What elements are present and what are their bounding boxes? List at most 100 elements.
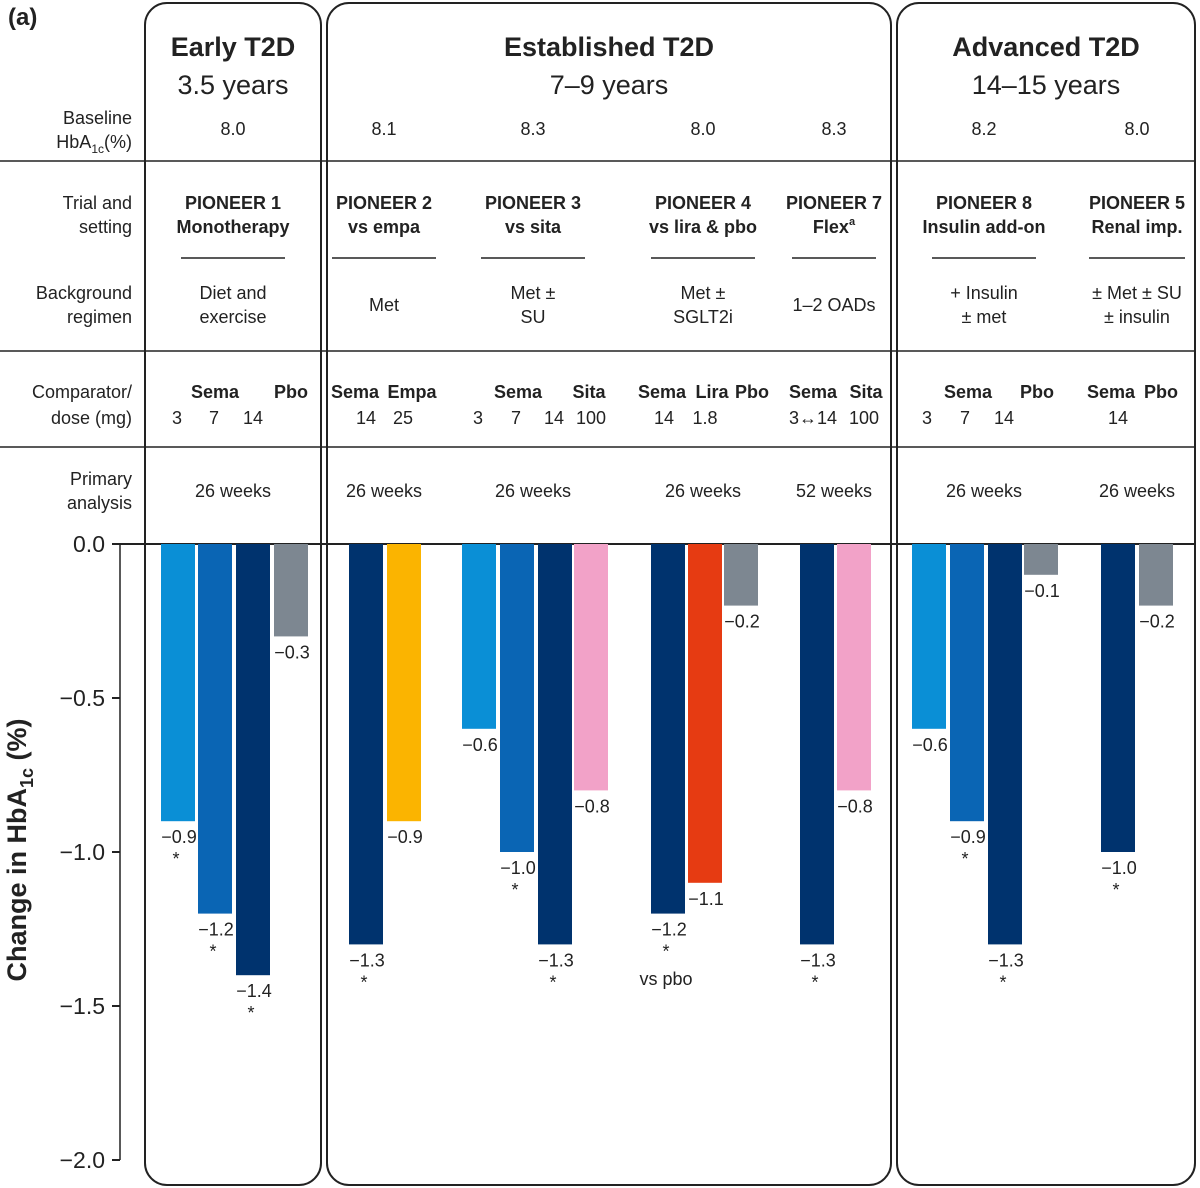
comparator-label: Sema xyxy=(1087,382,1136,402)
row-label-trial-2: setting xyxy=(79,217,132,237)
comparator-label: Pbo xyxy=(274,382,308,402)
comparator-label: Sita xyxy=(849,382,883,402)
bar-value-label: −0.9 xyxy=(950,827,986,847)
significance-marker: * xyxy=(549,972,556,992)
primary-analysis: 26 weeks xyxy=(346,481,422,501)
bar-value-label: −0.6 xyxy=(912,735,948,755)
bars xyxy=(161,544,1173,976)
background-regimen-line: 1–2 OADs xyxy=(792,295,875,315)
trial-name: PIONEER 1 xyxy=(185,193,281,213)
trial-name: PIONEER 7 xyxy=(786,193,882,213)
group-box-advanced xyxy=(896,2,1196,1186)
background-regimen-line: exercise xyxy=(199,307,266,327)
dose-label: 14 xyxy=(1108,408,1128,428)
trial-column: 8.0 PIONEER 4 vs lira & pbo Met ± SGLT2i Sema… xyxy=(638,119,769,501)
significance-marker: * xyxy=(360,972,367,992)
row-labels: Baseline HbA1c(%) Trial and setting Back… xyxy=(32,108,132,513)
bar xyxy=(236,544,270,976)
comparator-label: Sema xyxy=(494,382,543,402)
bar xyxy=(1101,544,1135,852)
dose-label: 7 xyxy=(209,408,219,428)
significance-marker: * xyxy=(1112,880,1119,900)
trial-column: 8.0 PIONEER 5 Renal imp. ± Met ± SU ± insuli… xyxy=(1087,119,1185,501)
background-regimen-line: Met ± xyxy=(681,283,726,303)
row-label-background-2: regimen xyxy=(67,307,132,327)
dose-label: 14 xyxy=(994,408,1014,428)
chart-annotation: vs pbo xyxy=(639,969,692,989)
group-duration-advanced: 14–15 years xyxy=(972,70,1121,100)
y-axis-label: Change in HbA1c (%) xyxy=(2,718,37,981)
primary-analysis: 26 weeks xyxy=(195,481,271,501)
significance-marker: * xyxy=(209,942,216,962)
background-regimen-line: Met xyxy=(369,295,399,315)
trial-column: 8.3 PIONEER 3 vs sita Met ± SU Sema Sita 3 7 14 10… xyxy=(473,119,607,501)
background-regimen-line: ± Met ± SU xyxy=(1092,283,1182,303)
dose-label: 100 xyxy=(849,408,879,428)
bar-value-label: −0.8 xyxy=(574,796,610,816)
trial-column: 8.3 PIONEER 7 Flexa 1–2 OADs Sema Sita 3↔14 100… xyxy=(786,119,884,501)
significance-marker: * xyxy=(172,849,179,869)
trial-name: PIONEER 8 xyxy=(936,193,1032,213)
comparator-label: Pbo xyxy=(735,382,769,402)
background-regimen-line: + Insulin xyxy=(950,283,1018,303)
row-label-trial-1: Trial and xyxy=(63,193,132,213)
trial-column: 8.1 PIONEER 2 vs empa Met Sema Empa 14 25 26 wee… xyxy=(331,119,438,501)
bar xyxy=(349,544,383,945)
bar-value-label: −0.9 xyxy=(387,827,423,847)
row-label-baseline-1: Baseline xyxy=(63,108,132,128)
trial-setting: Monotherapy xyxy=(176,217,289,237)
background-regimen-line: ± insulin xyxy=(1104,307,1170,327)
background-regimen-line: ± met xyxy=(962,307,1007,327)
y-tick-label: 0.0 xyxy=(73,531,105,557)
comparator-label: Pbo xyxy=(1144,382,1178,402)
row-label-primary-2: analysis xyxy=(67,493,132,513)
primary-analysis: 52 weeks xyxy=(796,481,872,501)
trial-setting: Insulin add-on xyxy=(923,217,1046,237)
background-regimen-line: SU xyxy=(520,307,545,327)
baseline-value: 8.2 xyxy=(971,119,996,139)
bar-value-label: −1.0 xyxy=(500,858,536,878)
comparator-label: Lira xyxy=(695,382,729,402)
comparator-label: Empa xyxy=(387,382,437,402)
row-label-comparator-2: dose (mg) xyxy=(51,408,132,428)
trial-table: 8.0 PIONEER 1 Monotherapy Diet and exercise S… xyxy=(172,119,1185,501)
group-box-early xyxy=(144,2,322,1186)
bar-value-label: −1.3 xyxy=(800,950,836,970)
dose-label: 100 xyxy=(576,408,606,428)
dose-label: 1.8 xyxy=(692,408,717,428)
y-tick-label: −2.0 xyxy=(60,1147,105,1173)
primary-analysis: 26 weeks xyxy=(665,481,741,501)
y-tick-label: −0.5 xyxy=(60,685,105,711)
significance-marker: * xyxy=(811,972,818,992)
row-label-primary-1: Primary xyxy=(70,469,132,489)
bar-value-label: −0.1 xyxy=(1024,581,1060,601)
bar xyxy=(912,544,946,729)
bar xyxy=(1139,544,1173,606)
trial-name: PIONEER 3 xyxy=(485,193,581,213)
bar-value-label: −1.2 xyxy=(198,920,234,940)
bar-value-label: −1.4 xyxy=(236,981,272,1001)
bar xyxy=(161,544,195,822)
bar xyxy=(837,544,871,791)
significance-marker: * xyxy=(961,849,968,869)
bar xyxy=(950,544,984,822)
bar-value-label: −0.2 xyxy=(724,612,760,632)
panel-label: (a) xyxy=(8,4,37,31)
trial-column: 8.0 PIONEER 1 Monotherapy Diet and exercise S… xyxy=(172,119,308,501)
bar xyxy=(500,544,534,852)
significance-marker: * xyxy=(999,972,1006,992)
trial-setting: Renal imp. xyxy=(1091,217,1182,237)
trial-setting: vs lira & pbo xyxy=(649,217,757,237)
comparator-label: Sema xyxy=(944,382,993,402)
bar-value-label: −1.3 xyxy=(349,950,385,970)
bar-value-label: −1.1 xyxy=(688,889,724,909)
bar xyxy=(800,544,834,945)
bar-value-label: −1.3 xyxy=(988,950,1024,970)
background-regimen-line: SGLT2i xyxy=(673,307,733,327)
bar-value-label: −1.3 xyxy=(538,950,574,970)
baseline-value: 8.0 xyxy=(1124,119,1149,139)
group-duration-early: 3.5 years xyxy=(177,70,288,100)
dose-label: 25 xyxy=(393,408,413,428)
dose-label: 14 xyxy=(654,408,674,428)
trial-setting: Flexa xyxy=(813,216,856,237)
